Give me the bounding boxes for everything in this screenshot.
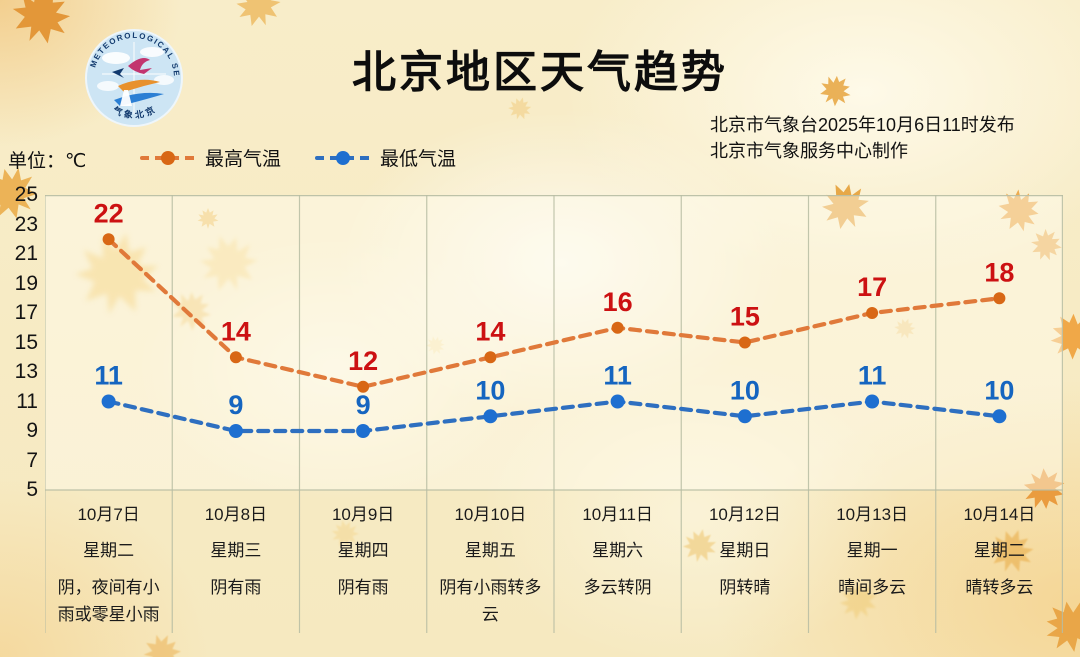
weather-cell: 阴有小雨转多云 <box>439 578 542 624</box>
forecast-column: 10月11日 星期六多云转阴 <box>554 500 681 628</box>
week-cell: 星期日 <box>719 541 771 560</box>
forecast-column: 10月7日星期二阴，夜间有小雨或零星小雨 <box>45 500 172 628</box>
y-axis-tick: 21 <box>14 242 38 265</box>
forecast-column: 10月14日 星期二晴转多云 <box>936 500 1063 628</box>
forecast-column: 10月13日 星期一晴间多云 <box>809 500 936 628</box>
y-axis-tick: 15 <box>14 330 38 354</box>
issue-line-1: 北京市气象台2025年10月6日11时发布 <box>710 115 1015 135</box>
data-point <box>483 409 498 424</box>
data-point <box>610 394 625 409</box>
date-cell: 10月9日 <box>331 505 395 524</box>
chart-legend: 最高气温 最低气温 <box>140 144 456 171</box>
week-cell: 星期六 <box>592 541 644 560</box>
logo-lighthouse-icon <box>120 90 132 106</box>
date-cell: 10月13日 <box>836 505 909 524</box>
issue-line-2: 北京市气象服务中心制作 <box>710 141 908 161</box>
data-point <box>229 351 242 364</box>
data-label: 9 <box>356 390 371 420</box>
legend-item-min: 最低气温 <box>315 144 456 171</box>
series-line-1 <box>106 399 1002 434</box>
forecast-column: 10月10日 星期五阴有小雨转多云 <box>427 500 554 628</box>
unit-label: 单位：℃ <box>8 151 87 172</box>
data-label: 10 <box>984 375 1014 405</box>
beijing-meteorological-service-logo: METEOROLOGICAL SERVICE 气象北京 <box>80 21 184 128</box>
weather-cell: 阴有雨 <box>210 578 262 597</box>
min-temp-line-icon <box>315 150 372 165</box>
logo-bird-icon <box>112 68 124 78</box>
data-point <box>357 380 370 393</box>
data-point <box>992 409 1007 424</box>
data-point <box>356 424 371 438</box>
data-point <box>738 336 751 349</box>
week-cell: 星期三 <box>210 541 262 560</box>
data-label: 18 <box>984 257 1014 287</box>
legend-label-min: 最低气温 <box>380 149 457 170</box>
data-label: 9 <box>228 390 243 420</box>
weather-cell: 阴有雨 <box>337 578 389 597</box>
data-point <box>101 394 116 409</box>
week-cell: 星期五 <box>464 541 516 560</box>
y-axis-tick: 11 <box>16 389 38 413</box>
data-label: 14 <box>221 316 251 346</box>
forecast-column: 10月12日 星期日阴转晴 <box>681 500 808 628</box>
y-axis-tick: 19 <box>14 271 38 295</box>
data-point <box>484 351 497 364</box>
data-label: 14 <box>475 316 505 346</box>
date-cell: 10月14日 <box>963 505 1036 524</box>
data-label: 10 <box>475 375 505 405</box>
week-cell: 星期二 <box>973 541 1025 560</box>
data-label: 11 <box>94 361 123 391</box>
y-axis-tick: 7 <box>26 448 38 472</box>
data-point <box>228 424 243 438</box>
data-label: 11 <box>858 361 887 391</box>
y-axis-tick: 25 <box>14 183 38 206</box>
y-axis-tick: 9 <box>26 419 38 442</box>
issue-info: 北京市气象台2025年10月6日11时发布 北京市气象服务中心制作 <box>710 112 1015 164</box>
date-cell: 10月11日 <box>582 505 653 524</box>
y-axis-tick: 23 <box>14 212 38 236</box>
legend-item-max: 最高气温 <box>140 144 281 171</box>
data-label: 17 <box>857 272 887 302</box>
data-label: 10 <box>730 375 760 405</box>
data-point <box>102 233 115 246</box>
week-cell: 星期二 <box>83 541 135 560</box>
logo-red-ribbon <box>128 58 152 74</box>
weather-cell: 晴转多云 <box>965 578 1034 597</box>
weather-cell: 阴转晴 <box>719 578 771 597</box>
logo-orange-ribbon <box>118 79 160 92</box>
y-axis-tick: 17 <box>14 301 38 324</box>
date-cell: 10月10日 <box>454 505 527 524</box>
data-label: 16 <box>603 287 633 317</box>
date-cell: 10月8日 <box>204 505 268 524</box>
forecast-table: 10月7日 星期二 阴，夜间有小雨或零星小雨 10月8日 星期三 阴有雨 10月9日 星期四阴… <box>45 500 1063 628</box>
weather-cell: 阴，夜间有小雨或零星小雨 <box>57 578 160 624</box>
data-point <box>993 292 1006 305</box>
forecast-column: 10月9日星期四阴有雨 <box>300 500 427 628</box>
week-cell: 星期一 <box>846 541 898 560</box>
data-point <box>611 321 624 334</box>
y-axis-tick: 13 <box>14 360 38 383</box>
data-point <box>866 307 879 319</box>
data-label: 11 <box>603 361 632 391</box>
data-label: 12 <box>348 346 378 376</box>
y-axis: 25 23 21 19 17 15 13 11 9 7 5 <box>0 183 38 501</box>
forecast-column: 10月8日星期三阴有雨 <box>172 500 299 628</box>
y-axis-tick: 5 <box>26 478 38 501</box>
date-cell: 10月12日 <box>708 505 781 524</box>
date-cell: 10月7日 <box>77 505 140 524</box>
data-label: 15 <box>730 302 760 332</box>
data-label: 22 <box>94 198 124 228</box>
page-title: 北京地区天气趋势 <box>352 48 728 97</box>
legend-label-max: 最高气温 <box>205 149 282 170</box>
weather-cell: 多云转阴 <box>583 578 652 597</box>
weather-cell: 晴间多云 <box>838 578 907 597</box>
max-temp-line-icon <box>140 150 196 165</box>
data-point <box>737 409 752 424</box>
week-cell: 星期四 <box>337 541 389 560</box>
data-point <box>865 394 880 409</box>
series-line-0 <box>106 237 1002 389</box>
